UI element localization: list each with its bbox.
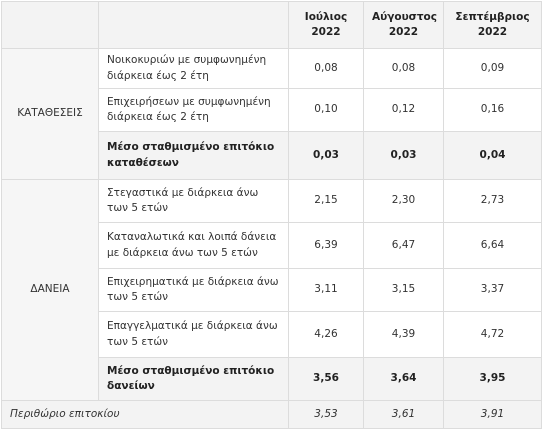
table-row: Επιχειρηματικά με διάρκεια άνω των 5 ετώ… [2, 268, 542, 312]
header-blank [98, 1, 289, 49]
cell-value: 0,04 [443, 131, 542, 180]
cell-value: 2,30 [363, 179, 444, 223]
cell-value: 0,12 [363, 88, 444, 132]
cell-value: 6,64 [443, 222, 542, 269]
cell-value: 3,37 [443, 268, 542, 312]
rates-table: Ιούλιος 2022 Αύγουστος 2022 Σεπτέμβριος 20… [1, 1, 542, 429]
row-label: Στεγαστικά με διάρκεια άνω των 5 ετών [98, 179, 289, 223]
cell-value: 4,39 [363, 311, 444, 358]
cell-value: 3,56 [288, 357, 364, 401]
cell-value: 0,09 [443, 48, 542, 89]
cell-value: 0,03 [363, 131, 444, 180]
row-label: Μέσο σταθμισμένο επιτόκιο καταθέσεων [98, 131, 289, 180]
cell-value: 6,39 [288, 222, 364, 269]
cell-value: 0,10 [288, 88, 364, 132]
cell-value: 2,73 [443, 179, 542, 223]
cell-value: 3,64 [363, 357, 444, 401]
cell-value: 0,16 [443, 88, 542, 132]
cell-value: 0,08 [363, 48, 444, 89]
cell-value: 3,95 [443, 357, 542, 401]
column-header: Ιούλιος 2022 [288, 1, 364, 49]
footer-row: Περιθώριο επιτοκίου 3,53 3,61 3,91 [1, 400, 542, 429]
footer-value: 3,91 [443, 400, 542, 429]
row-label: Επιχειρήσεων με συμφωνημένη διάρκεια έως… [98, 88, 289, 132]
row-label: Νοικοκυριών με συμφωνημένη διάρκεια έως … [98, 48, 289, 89]
footer-value: 3,53 [288, 400, 364, 429]
cell-value: 0,08 [288, 48, 364, 89]
table-row: Επιχειρήσεων με συμφωνημένη διάρκεια έως… [2, 88, 542, 132]
table-row: ΚΑΤΑΘΕΣΕΙΣ Νοικοκυριών με συμφωνημένη διά… [1, 48, 542, 180]
header-row: Ιούλιος 2022 Αύγουστος 2022 Σεπτέμβριος 20… [1, 1, 542, 49]
table-row: Μέσο σταθμισμένο επιτόκιο δανείων 3,56 3,6… [2, 357, 542, 401]
group-label: ΚΑΤΑΘΕΣΕΙΣ [1, 48, 99, 180]
cell-value: 0,03 [288, 131, 364, 180]
cell-value: 3,11 [288, 268, 364, 312]
table-row: Μέσο σταθμισμένο επιτόκιο καταθέσεων 0,03… [2, 131, 542, 180]
row-label: Επαγγελματικά με διάρκεια άνω των 5 ετών [98, 311, 289, 358]
row-label: Μέσο σταθμισμένο επιτόκιο δανείων [98, 357, 289, 401]
column-header: Σεπτέμβριος 2022 [443, 1, 542, 49]
table-row: ΔΑΝΕΙΑ Στεγαστικά με διάρκεια άνω των 5 ε… [1, 179, 542, 401]
group-label: ΔΑΝΕΙΑ [1, 179, 99, 401]
row-label: Καταναλωτικά και λοιπά δάνεια με διάρκει… [98, 222, 289, 269]
column-header: Αύγουστος 2022 [363, 1, 444, 49]
cell-value: 3,15 [363, 268, 444, 312]
cell-value: 6,47 [363, 222, 444, 269]
header-blank [1, 1, 99, 49]
cell-value: 4,26 [288, 311, 364, 358]
cell-value: 2,15 [288, 179, 364, 223]
table-row: Καταναλωτικά και λοιπά δάνεια με διάρκει… [2, 222, 542, 269]
cell-value: 4,72 [443, 311, 542, 358]
footer-label: Περιθώριο επιτοκίου [1, 400, 289, 429]
table-body: ΚΑΤΑΘΕΣΕΙΣ Νοικοκυριών με συμφωνημένη διά… [1, 48, 542, 429]
footer-value: 3,61 [363, 400, 444, 429]
row-label: Επιχειρηματικά με διάρκεια άνω των 5 ετώ… [98, 268, 289, 312]
